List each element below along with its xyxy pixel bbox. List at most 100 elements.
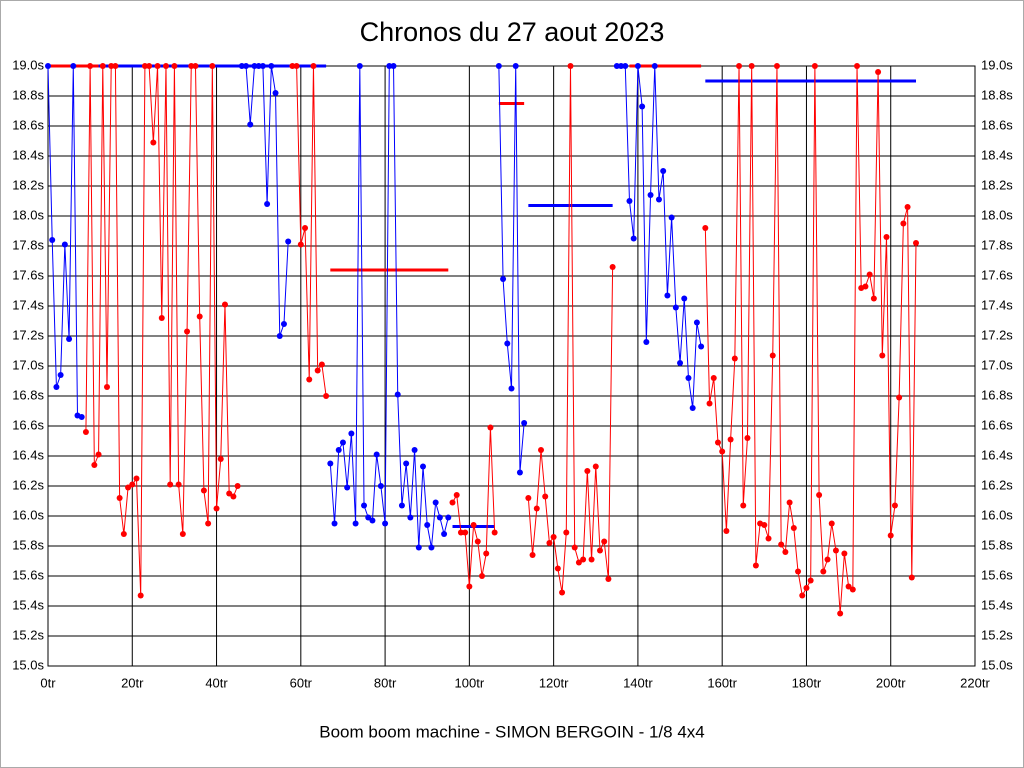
data-point (643, 339, 650, 345)
data-point (192, 63, 199, 69)
data-point (348, 430, 355, 437)
data-point (369, 517, 376, 524)
data-point (765, 535, 772, 542)
y2-tick-label: 18.0s (981, 207, 1013, 222)
data-point (537, 447, 544, 453)
data-point (584, 468, 591, 474)
y-tick-label: 17.8s (12, 237, 44, 252)
data-point (184, 328, 191, 335)
data-point (849, 586, 856, 593)
data-point (778, 541, 785, 548)
data-point (630, 235, 637, 242)
data-point (154, 63, 161, 69)
data-point (200, 487, 207, 494)
data-point (811, 63, 818, 69)
data-point (529, 552, 536, 558)
y2-tick-label: 16.2s (981, 477, 1013, 492)
y-tick-label: 18.6s (12, 117, 44, 132)
data-point (803, 585, 810, 591)
data-point (361, 502, 368, 509)
data-point (664, 292, 671, 299)
data-point (289, 63, 296, 69)
data-point (53, 384, 60, 390)
data-point (634, 63, 641, 69)
data-point (479, 573, 486, 579)
data-point (837, 610, 844, 617)
data-point (327, 460, 334, 467)
data-point (879, 352, 886, 359)
y-tick-label: 16.8s (12, 387, 44, 402)
data-point (205, 520, 212, 527)
data-point (896, 394, 903, 401)
data-point (116, 495, 123, 501)
x-tick-label: 60tr (290, 675, 313, 690)
y2-tick-label: 17.8s (981, 237, 1013, 252)
data-point (512, 63, 519, 69)
data-point (234, 483, 241, 489)
data-point (854, 63, 861, 69)
data-point (449, 499, 456, 506)
data-point (521, 420, 528, 426)
data-point (209, 63, 216, 69)
data-point (377, 483, 384, 489)
data-point (533, 505, 540, 512)
data-point (217, 456, 224, 462)
data-point (605, 576, 612, 582)
data-point (622, 63, 629, 69)
data-point (491, 529, 498, 536)
data-point (470, 522, 477, 528)
data-point (251, 63, 258, 69)
data-point (49, 237, 56, 243)
data-point (769, 352, 776, 359)
data-point (685, 375, 692, 381)
data-point (331, 520, 338, 527)
data-point (415, 544, 422, 551)
data-point (457, 529, 464, 536)
data-point (474, 538, 481, 545)
y-tick-label: 17.0s (12, 357, 44, 372)
data-point (559, 589, 566, 596)
y-tick-label: 19.0s (12, 57, 44, 72)
x-tick-label: 220tr (960, 675, 990, 690)
x-tick-label: 180tr (792, 675, 822, 690)
data-point (807, 577, 814, 584)
data-point (407, 514, 414, 521)
data-point (723, 528, 730, 534)
data-point (146, 63, 153, 69)
data-point (913, 240, 920, 246)
data-point (862, 283, 869, 290)
data-point (580, 556, 587, 563)
y2-tick-label: 17.4s (981, 297, 1013, 312)
data-point (609, 264, 616, 270)
data-point (782, 549, 789, 555)
data-point (108, 63, 115, 69)
data-point (255, 63, 262, 69)
data-point (832, 547, 839, 554)
y-tick-label: 17.2s (12, 327, 44, 342)
data-point (398, 502, 405, 509)
data-point (639, 103, 646, 110)
data-point (563, 529, 570, 536)
y2-tick-label: 16.8s (981, 387, 1013, 402)
data-point (748, 63, 755, 69)
x-tick-label: 100tr (455, 675, 485, 690)
data-point (323, 393, 330, 399)
data-point (264, 201, 271, 207)
data-point (226, 490, 233, 497)
y2-tick-label: 18.4s (981, 147, 1013, 162)
y2-tick-label: 17.6s (981, 267, 1013, 282)
y-tick-label: 15.2s (12, 627, 44, 642)
data-point (150, 139, 157, 146)
data-point (550, 534, 557, 540)
data-point (95, 451, 102, 458)
data-point (660, 168, 667, 174)
data-point (133, 475, 140, 482)
data-point (891, 502, 898, 509)
y2-tick-label: 16.0s (981, 507, 1013, 522)
data-point (356, 63, 363, 69)
data-point (740, 502, 747, 509)
data-point (403, 460, 410, 467)
data-point (91, 462, 98, 468)
data-point (66, 336, 73, 342)
